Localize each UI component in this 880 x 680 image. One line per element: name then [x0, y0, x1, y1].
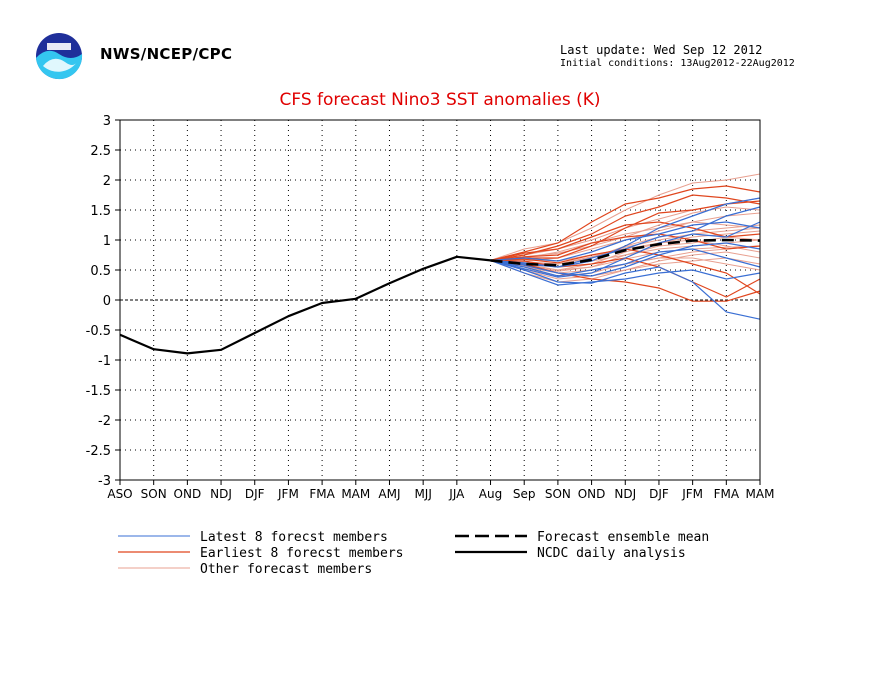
x-tick-label: MJJ	[414, 487, 431, 501]
x-tick-label: JFM	[681, 487, 703, 501]
main-layer	[119, 238, 761, 355]
earliest-member-line	[490, 200, 761, 261]
x-tick-label: MAM	[341, 487, 370, 501]
x-tick-label: SON	[545, 487, 571, 501]
y-tick-label: 2.5	[90, 144, 111, 159]
x-tick-label: DJF	[245, 487, 265, 501]
x-tick-label: Aug	[479, 487, 502, 501]
other-member-line	[490, 251, 761, 283]
axis-layer: ASO SON OND NDJ DJF JFM FMA MAM AMJ MJJ JJA Aug Sep S…	[86, 114, 775, 501]
x-tick-label: DJF	[649, 487, 669, 501]
last-update-text: Last update: Wed Sep 12 2012	[560, 43, 763, 57]
y-tick-label: -2.5	[86, 444, 111, 459]
y-tick-label: 0	[103, 294, 111, 309]
x-tick-label: OND	[578, 487, 606, 501]
latest-member-line	[490, 259, 761, 320]
y-tick-label: -3	[98, 474, 111, 489]
x-tick-label: JFM	[277, 487, 299, 501]
legend-label-latest: Latest 8 forecst members	[200, 530, 388, 545]
y-tick-label: 3	[103, 114, 111, 129]
y-tick-label: 0.5	[90, 264, 111, 279]
x-tick-label: FMA	[714, 487, 740, 501]
other-member-line	[490, 173, 761, 261]
y-tick-label: -1	[98, 354, 111, 369]
ensemble-mean-line	[490, 238, 761, 267]
x-tick-label: NDJ	[210, 487, 232, 501]
latest-member-line	[490, 248, 761, 277]
initial-conditions-text: Initial conditions: 13Aug2012-22Aug2012	[560, 58, 795, 69]
earliest-member-line	[490, 233, 761, 261]
latest-member-line	[490, 221, 761, 262]
grid-layer	[120, 120, 760, 480]
noaa-logo-icon	[36, 33, 83, 80]
y-tick-label: 2	[103, 174, 111, 189]
y-tick-label: 1	[103, 234, 111, 249]
y-tick-label: -0.5	[86, 324, 111, 339]
x-tick-label: Sep	[513, 487, 536, 501]
organization-label: NWS/NCEP/CPC	[100, 45, 233, 63]
x-tick-label: SON	[141, 487, 167, 501]
latest-member-line	[490, 221, 761, 278]
chart-title: CFS forecast Nino3 SST anomalies (K)	[279, 90, 601, 110]
legend-label-analysis: NCDC daily analysis	[537, 546, 686, 561]
legend-label-mean: Forecast ensemble mean	[537, 530, 709, 545]
legend-label-earliest: Earliest 8 forecst members	[200, 546, 404, 561]
x-tick-label: JJA	[448, 487, 465, 501]
earliest-member-line	[490, 185, 761, 261]
legend-label-other: Other forecast members	[200, 562, 372, 577]
y-tick-label: -1.5	[86, 384, 111, 399]
x-tick-label: ASO	[107, 487, 132, 501]
latest-member-line	[490, 259, 761, 286]
y-tick-label: -2	[98, 414, 111, 429]
x-tick-label: AMJ	[378, 487, 400, 501]
x-tick-label: OND	[174, 487, 202, 501]
analysis-line	[119, 255, 491, 355]
x-tick-label: FMA	[309, 487, 335, 501]
earliest-member-line	[490, 221, 761, 261]
y-tick-label: 1.5	[90, 204, 111, 219]
x-tick-label: NDJ	[614, 487, 636, 501]
x-tick-label: MAM	[746, 487, 775, 501]
latest-member-line	[490, 242, 761, 277]
